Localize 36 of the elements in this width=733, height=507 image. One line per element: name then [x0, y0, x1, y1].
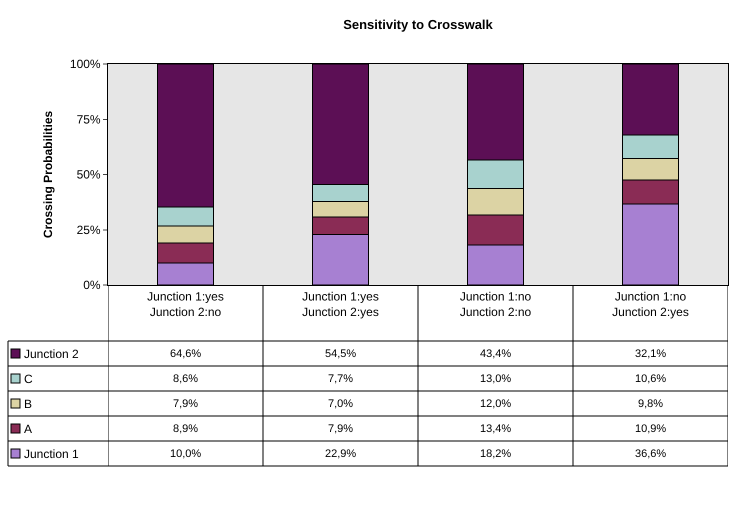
- data-label: 64,6%: [170, 348, 202, 360]
- legend-label: Junction 1: [24, 447, 80, 461]
- data-label: 8,6%: [173, 373, 198, 385]
- data-label: 32,1%: [635, 348, 666, 360]
- chart-title: Sensitivity to Crosswalk: [343, 17, 494, 32]
- data-label: 36,6%: [635, 448, 666, 460]
- data-label: 7,0%: [328, 398, 354, 410]
- data-label: 18,2%: [480, 448, 512, 460]
- data-label: 7,9%: [173, 398, 198, 410]
- y-tick-label: 75%: [76, 112, 101, 126]
- legend-label: B: [24, 397, 32, 411]
- data-label: 54,5%: [325, 348, 356, 360]
- data-label: 43,4%: [480, 348, 512, 360]
- legend-label: Junction 2: [24, 347, 80, 361]
- x-tick-label: Junction 1:yes Junction 2:yes: [302, 289, 379, 319]
- data-label: 7,9%: [328, 423, 354, 435]
- x-tick-label: Junction 1:no Junction 2:yes: [612, 289, 689, 319]
- x-tick-label: Junction 1:yes Junction 2:no: [147, 289, 224, 319]
- data-label: 7,7%: [328, 373, 354, 385]
- data-label: 8,9%: [173, 423, 198, 435]
- legend-label: C: [24, 372, 33, 386]
- data-label: 10,6%: [635, 373, 666, 385]
- data-label: 10,9%: [635, 423, 666, 435]
- data-label: 12,0%: [480, 398, 512, 410]
- y-axis-title: Crossing Probabilities: [41, 110, 56, 238]
- data-label: 9,8%: [638, 398, 664, 410]
- data-label: 22,9%: [325, 448, 356, 460]
- legend-label: A: [24, 422, 32, 436]
- data-label: 10,0%: [170, 448, 202, 460]
- data-label: 13,0%: [480, 373, 512, 385]
- y-tick-label: 100%: [70, 57, 101, 72]
- data-label: 13,4%: [480, 423, 512, 435]
- y-tick-label: 0%: [83, 278, 101, 292]
- x-tick-label: Junction 1:no Junction 2:no: [460, 289, 532, 319]
- y-tick-label: 50%: [76, 168, 101, 182]
- y-tick-label: 25%: [76, 222, 101, 237]
